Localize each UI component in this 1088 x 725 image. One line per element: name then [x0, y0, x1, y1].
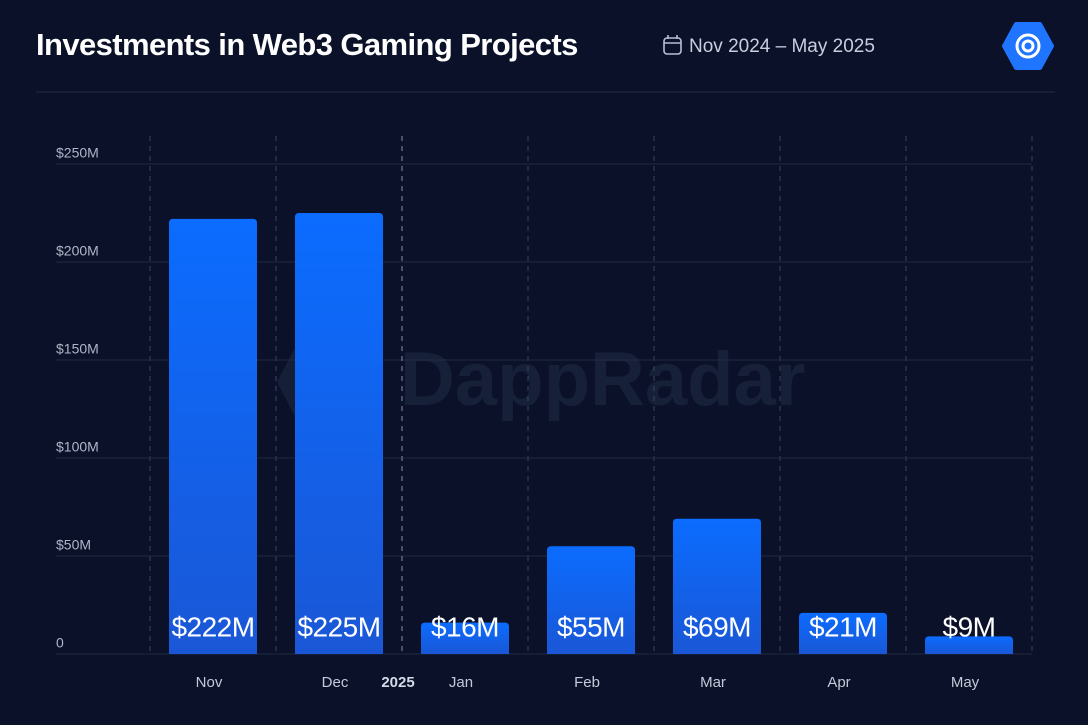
x-tick-label: May	[951, 674, 980, 691]
y-tick-label: $100M	[56, 439, 99, 455]
y-tick-label: $50M	[56, 537, 91, 553]
y-tick-label: $150M	[56, 341, 99, 357]
x-tick-label: Nov	[196, 674, 223, 691]
value-label: $69M	[683, 611, 751, 642]
x-tick-label: Jan	[449, 674, 473, 691]
year-label: 2025	[381, 674, 414, 691]
bar	[925, 636, 1013, 654]
bar	[799, 612, 887, 654]
value-label: $9M	[943, 611, 996, 642]
chart-title: Investments in Web3 Gaming Projects	[36, 27, 578, 62]
bar	[673, 518, 761, 654]
value-label: $55M	[557, 611, 625, 642]
y-tick-label: 0	[56, 635, 64, 651]
bar	[295, 213, 383, 654]
y-tick-label: $200M	[56, 243, 99, 259]
value-label: $225M	[297, 611, 380, 642]
bar	[169, 218, 257, 654]
logo	[1002, 22, 1054, 70]
x-tick-label: Apr	[827, 674, 850, 691]
bar	[547, 546, 635, 654]
calendar-icon	[663, 35, 682, 55]
x-tick-label: Feb	[574, 674, 600, 691]
y-tick-label: $250M	[56, 145, 99, 161]
value-label: $21M	[809, 611, 877, 642]
bar	[421, 622, 509, 654]
chart-subtitle: Nov 2024 – May 2025	[689, 36, 875, 57]
value-label: $222M	[171, 611, 254, 642]
watermark: DappRadar	[400, 337, 805, 422]
x-tick-label: Mar	[700, 674, 726, 691]
x-tick-label: Dec	[322, 674, 349, 691]
value-label: $16M	[431, 611, 499, 642]
